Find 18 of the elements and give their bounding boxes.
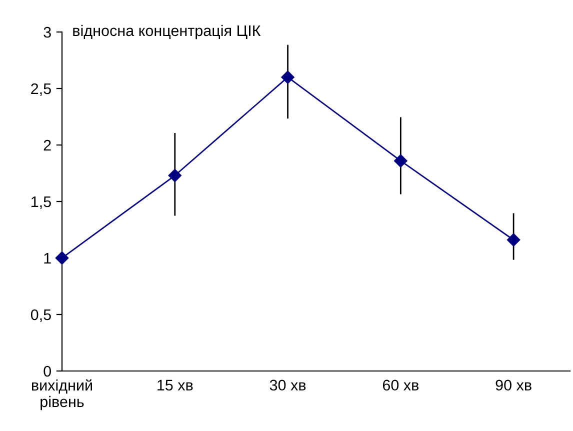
y-tick-label: 2,5 (31, 83, 51, 96)
y-tick-label: 1 (44, 253, 51, 264)
y-tick-label: 2 (44, 140, 51, 151)
x-tick-label: 90 хв (496, 380, 532, 391)
x-tick-label: 60 хв (382, 380, 418, 391)
x-tick-label: вихідний рівень (32, 379, 92, 410)
point (506, 233, 520, 247)
point (281, 70, 294, 84)
y-tick-label: 0,5 (30, 309, 51, 322)
point (55, 251, 69, 265)
y-tick-label: 3 (44, 26, 51, 38)
point (394, 154, 408, 168)
y-axis-title: відносна концентрація ЦІК (73, 24, 261, 40)
y-tick-label: 1,5 (32, 196, 51, 209)
y-tick-label: 0 (44, 366, 51, 377)
x-tick-label: 15 хв (158, 380, 193, 391)
x-tick-label: 30 хв (270, 380, 306, 391)
point (168, 168, 182, 182)
